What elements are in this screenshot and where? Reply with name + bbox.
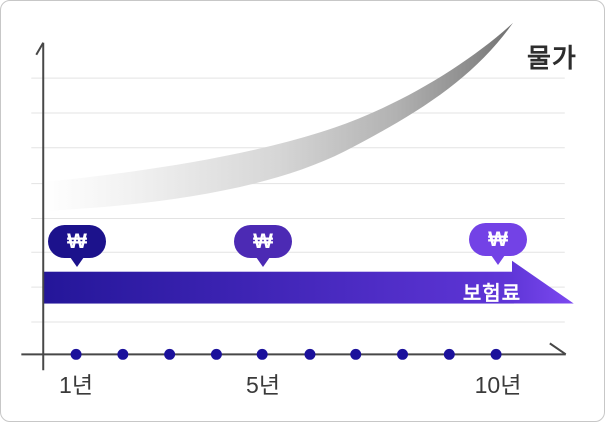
won-symbol: ₩ (253, 230, 273, 253)
timeline-dot (70, 348, 82, 360)
won-bubble-year10: ₩ (469, 223, 527, 265)
x-tick-label-1year: 1년 (59, 372, 93, 398)
timeline-dot (304, 348, 316, 360)
y-axis-arrow (35, 42, 45, 56)
premium-bar-label: 보험료 (462, 283, 522, 305)
timeline-dot (397, 348, 408, 360)
timeline-dot (210, 348, 222, 360)
timeline-dot (117, 348, 129, 360)
won-bubble-year1: ₩ (48, 225, 106, 267)
timeline-dot (443, 348, 455, 360)
price-curve-band (43, 22, 513, 211)
bubble-tail (256, 257, 270, 267)
x-axis-arrow (549, 342, 567, 356)
won-bubble-year5: ₩ (234, 225, 292, 267)
timeline-dots (70, 348, 502, 360)
bubble-tail (491, 255, 505, 265)
axes (21, 42, 567, 371)
x-tick-label-5year: 5년 (246, 372, 280, 398)
timeline-dot (256, 348, 268, 360)
x-tick-label-10year: 10년 (474, 372, 522, 398)
timeline-dot (350, 348, 362, 360)
won-symbol: ₩ (67, 230, 87, 253)
won-symbol: ₩ (488, 228, 508, 251)
timeline-dot (164, 348, 176, 360)
bubble-tail (70, 257, 84, 267)
premium-bar (43, 271, 514, 304)
price-curve-label: 물가 (527, 43, 577, 73)
timeline-dot (490, 348, 502, 360)
